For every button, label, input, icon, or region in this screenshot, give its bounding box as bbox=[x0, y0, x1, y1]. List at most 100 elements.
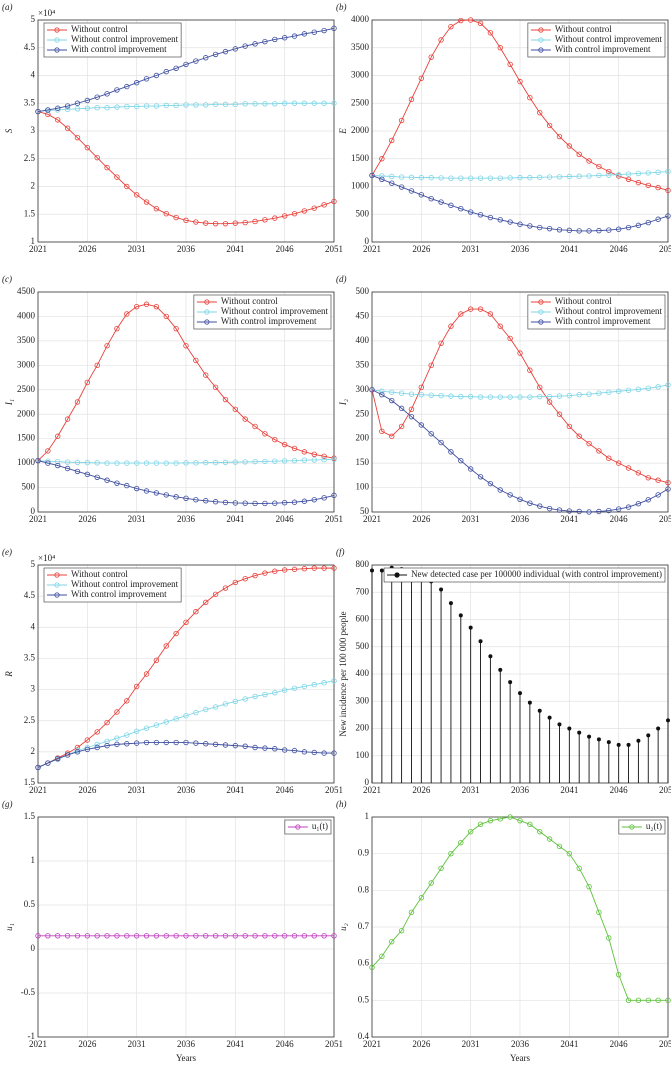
panel-label: (h) bbox=[336, 799, 347, 809]
marker bbox=[252, 693, 258, 700]
marker bbox=[497, 394, 503, 400]
marker bbox=[291, 100, 298, 106]
marker bbox=[497, 217, 503, 223]
legend-marker bbox=[538, 319, 544, 325]
y-tick-label: 800 bbox=[356, 559, 370, 569]
y-tick-label: 500 bbox=[356, 208, 370, 218]
marker bbox=[301, 457, 308, 463]
y-tick-label: 600 bbox=[356, 614, 370, 624]
marker bbox=[566, 227, 573, 234]
marker bbox=[369, 964, 375, 971]
marker bbox=[596, 909, 602, 916]
marker bbox=[143, 739, 150, 746]
marker bbox=[252, 572, 258, 579]
marker bbox=[153, 657, 160, 663]
marker bbox=[173, 214, 179, 221]
marker bbox=[645, 475, 651, 481]
y-tick-label: 2 bbox=[31, 181, 36, 191]
marker bbox=[301, 208, 308, 214]
marker bbox=[133, 103, 140, 110]
marker bbox=[193, 460, 199, 466]
marker bbox=[262, 500, 268, 507]
marker bbox=[232, 101, 239, 108]
legend-marker bbox=[54, 47, 60, 53]
marker bbox=[487, 30, 494, 36]
stem-head bbox=[567, 726, 572, 731]
stem-head bbox=[370, 568, 374, 573]
marker bbox=[556, 411, 563, 417]
y-tick-label: 5 bbox=[31, 14, 36, 24]
stem-head bbox=[379, 568, 384, 573]
marker bbox=[74, 134, 81, 141]
marker bbox=[291, 210, 298, 217]
marker bbox=[606, 455, 612, 461]
marker bbox=[124, 933, 130, 939]
marker bbox=[114, 709, 120, 715]
x-tick-label: 2026 bbox=[78, 514, 97, 524]
marker bbox=[586, 440, 592, 447]
marker bbox=[94, 460, 100, 466]
marker bbox=[576, 391, 582, 398]
marker bbox=[183, 495, 189, 502]
marker bbox=[517, 174, 523, 181]
marker bbox=[104, 343, 110, 349]
marker bbox=[546, 836, 553, 842]
x-tick-label: 2051 bbox=[325, 244, 343, 254]
y-tick-label: 1.5 bbox=[24, 208, 36, 218]
marker bbox=[331, 750, 337, 756]
plot-frame bbox=[37, 291, 335, 513]
marker bbox=[114, 741, 120, 748]
marker bbox=[193, 709, 199, 716]
marker bbox=[389, 173, 395, 180]
y-tick-label: 2.5 bbox=[24, 715, 36, 725]
marker bbox=[418, 391, 425, 398]
marker bbox=[124, 732, 130, 738]
marker bbox=[331, 933, 337, 939]
panel: (d) 50 100 150 200 250 300 350 400 450 500 2021 2026… bbox=[336, 274, 671, 524]
legend-marker bbox=[54, 37, 60, 43]
series-line bbox=[37, 27, 335, 113]
marker bbox=[448, 850, 454, 857]
marker bbox=[222, 585, 229, 591]
y-axis-label: New incidence per 100 000 people bbox=[338, 611, 348, 736]
marker bbox=[104, 91, 110, 97]
marker bbox=[556, 133, 563, 140]
stem-head bbox=[488, 654, 493, 659]
marker bbox=[133, 740, 140, 746]
marker bbox=[655, 384, 661, 390]
plot-frame bbox=[371, 291, 669, 513]
x-tick-label: 2041 bbox=[226, 785, 244, 795]
marker bbox=[556, 507, 563, 513]
stem-head bbox=[527, 700, 532, 705]
marker bbox=[272, 933, 278, 939]
marker bbox=[497, 487, 503, 493]
marker bbox=[369, 172, 375, 179]
marker bbox=[124, 460, 130, 466]
marker bbox=[133, 303, 140, 310]
legend-marker bbox=[204, 319, 210, 325]
y-tick-label: 1000 bbox=[351, 181, 370, 191]
marker bbox=[212, 741, 219, 748]
marker bbox=[222, 459, 229, 466]
marker bbox=[301, 498, 308, 504]
y-tick-label: 0.5 bbox=[24, 899, 36, 909]
x-tick-label: 2046 bbox=[276, 514, 295, 524]
marker bbox=[74, 106, 81, 112]
marker bbox=[606, 172, 612, 178]
marker bbox=[635, 179, 642, 186]
x-tick-label: 2046 bbox=[610, 1039, 629, 1049]
x-tick-label: 2041 bbox=[560, 244, 578, 254]
marker bbox=[507, 175, 513, 181]
marker bbox=[74, 459, 81, 466]
y-tick-label: 2000 bbox=[351, 125, 370, 135]
y-tick-label: 2500 bbox=[351, 97, 370, 107]
legend-marker bbox=[54, 572, 60, 578]
marker bbox=[615, 171, 622, 178]
marker bbox=[497, 45, 503, 51]
marker bbox=[281, 213, 288, 219]
panel: (g) -1 -0.5 0 0.5 1 1.5 2021 2026 2031 2036 2041 204… bbox=[2, 799, 343, 1063]
x-tick-label: 2036 bbox=[177, 785, 196, 795]
series-line bbox=[371, 171, 669, 179]
marker bbox=[55, 756, 61, 762]
